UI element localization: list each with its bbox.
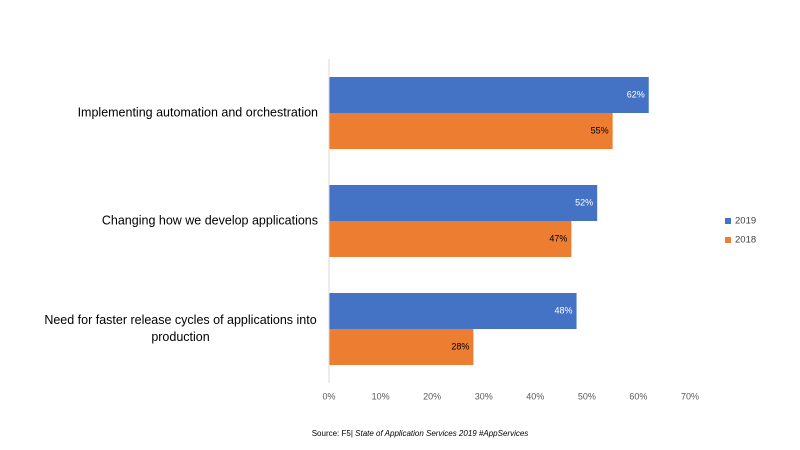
value-label: 62% (627, 89, 645, 99)
legend-label: 2019 (735, 216, 756, 227)
bar (329, 113, 613, 149)
x-tick-label: 50% (578, 391, 596, 401)
legend-swatch (725, 218, 731, 224)
category-label: Changing how we develop applications (101, 213, 318, 228)
value-label: 55% (591, 125, 609, 135)
value-label: 48% (555, 305, 573, 315)
value-label: 47% (549, 233, 567, 243)
x-tick-label: 70% (681, 391, 699, 401)
legend-swatch (725, 237, 731, 243)
x-tick-label: 20% (423, 391, 441, 401)
x-tick-label: 0% (322, 391, 335, 401)
x-tick-label: 30% (475, 391, 493, 401)
source-title: State of Application Services 2019 #AppS… (355, 429, 529, 438)
bar (329, 293, 577, 329)
bar (329, 329, 474, 365)
bar (329, 221, 572, 257)
bar (329, 185, 598, 221)
x-tick-label: 60% (629, 391, 647, 401)
x-tick-label: 10% (372, 391, 390, 401)
legend-label: 2018 (735, 235, 756, 246)
category-label: Implementing automation and orchestratio… (77, 105, 318, 120)
x-tick-label: 40% (526, 391, 544, 401)
value-label: 52% (575, 197, 593, 207)
value-label: 28% (451, 341, 469, 351)
bar (329, 77, 649, 113)
source-note: Source: F5| State of Application Service… (0, 429, 800, 438)
category-label: Need for faster release cycles of applic… (44, 313, 317, 344)
source-prefix: Source: F5| (311, 429, 353, 438)
